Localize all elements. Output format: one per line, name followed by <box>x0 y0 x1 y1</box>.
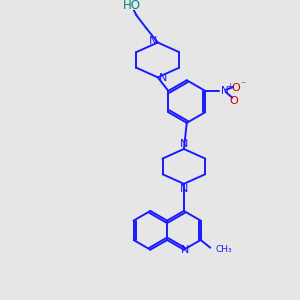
Text: CH₃: CH₃ <box>215 245 232 254</box>
Text: N: N <box>221 86 229 96</box>
Text: N: N <box>158 73 167 83</box>
Text: +: + <box>226 82 233 91</box>
Text: N: N <box>149 36 157 46</box>
Text: N: N <box>180 184 188 194</box>
Text: O: O <box>232 83 241 93</box>
Text: ⁻: ⁻ <box>240 80 245 90</box>
Text: N: N <box>180 139 188 149</box>
Text: N: N <box>181 245 189 255</box>
Text: O: O <box>229 96 238 106</box>
Text: HO: HO <box>123 0 141 12</box>
